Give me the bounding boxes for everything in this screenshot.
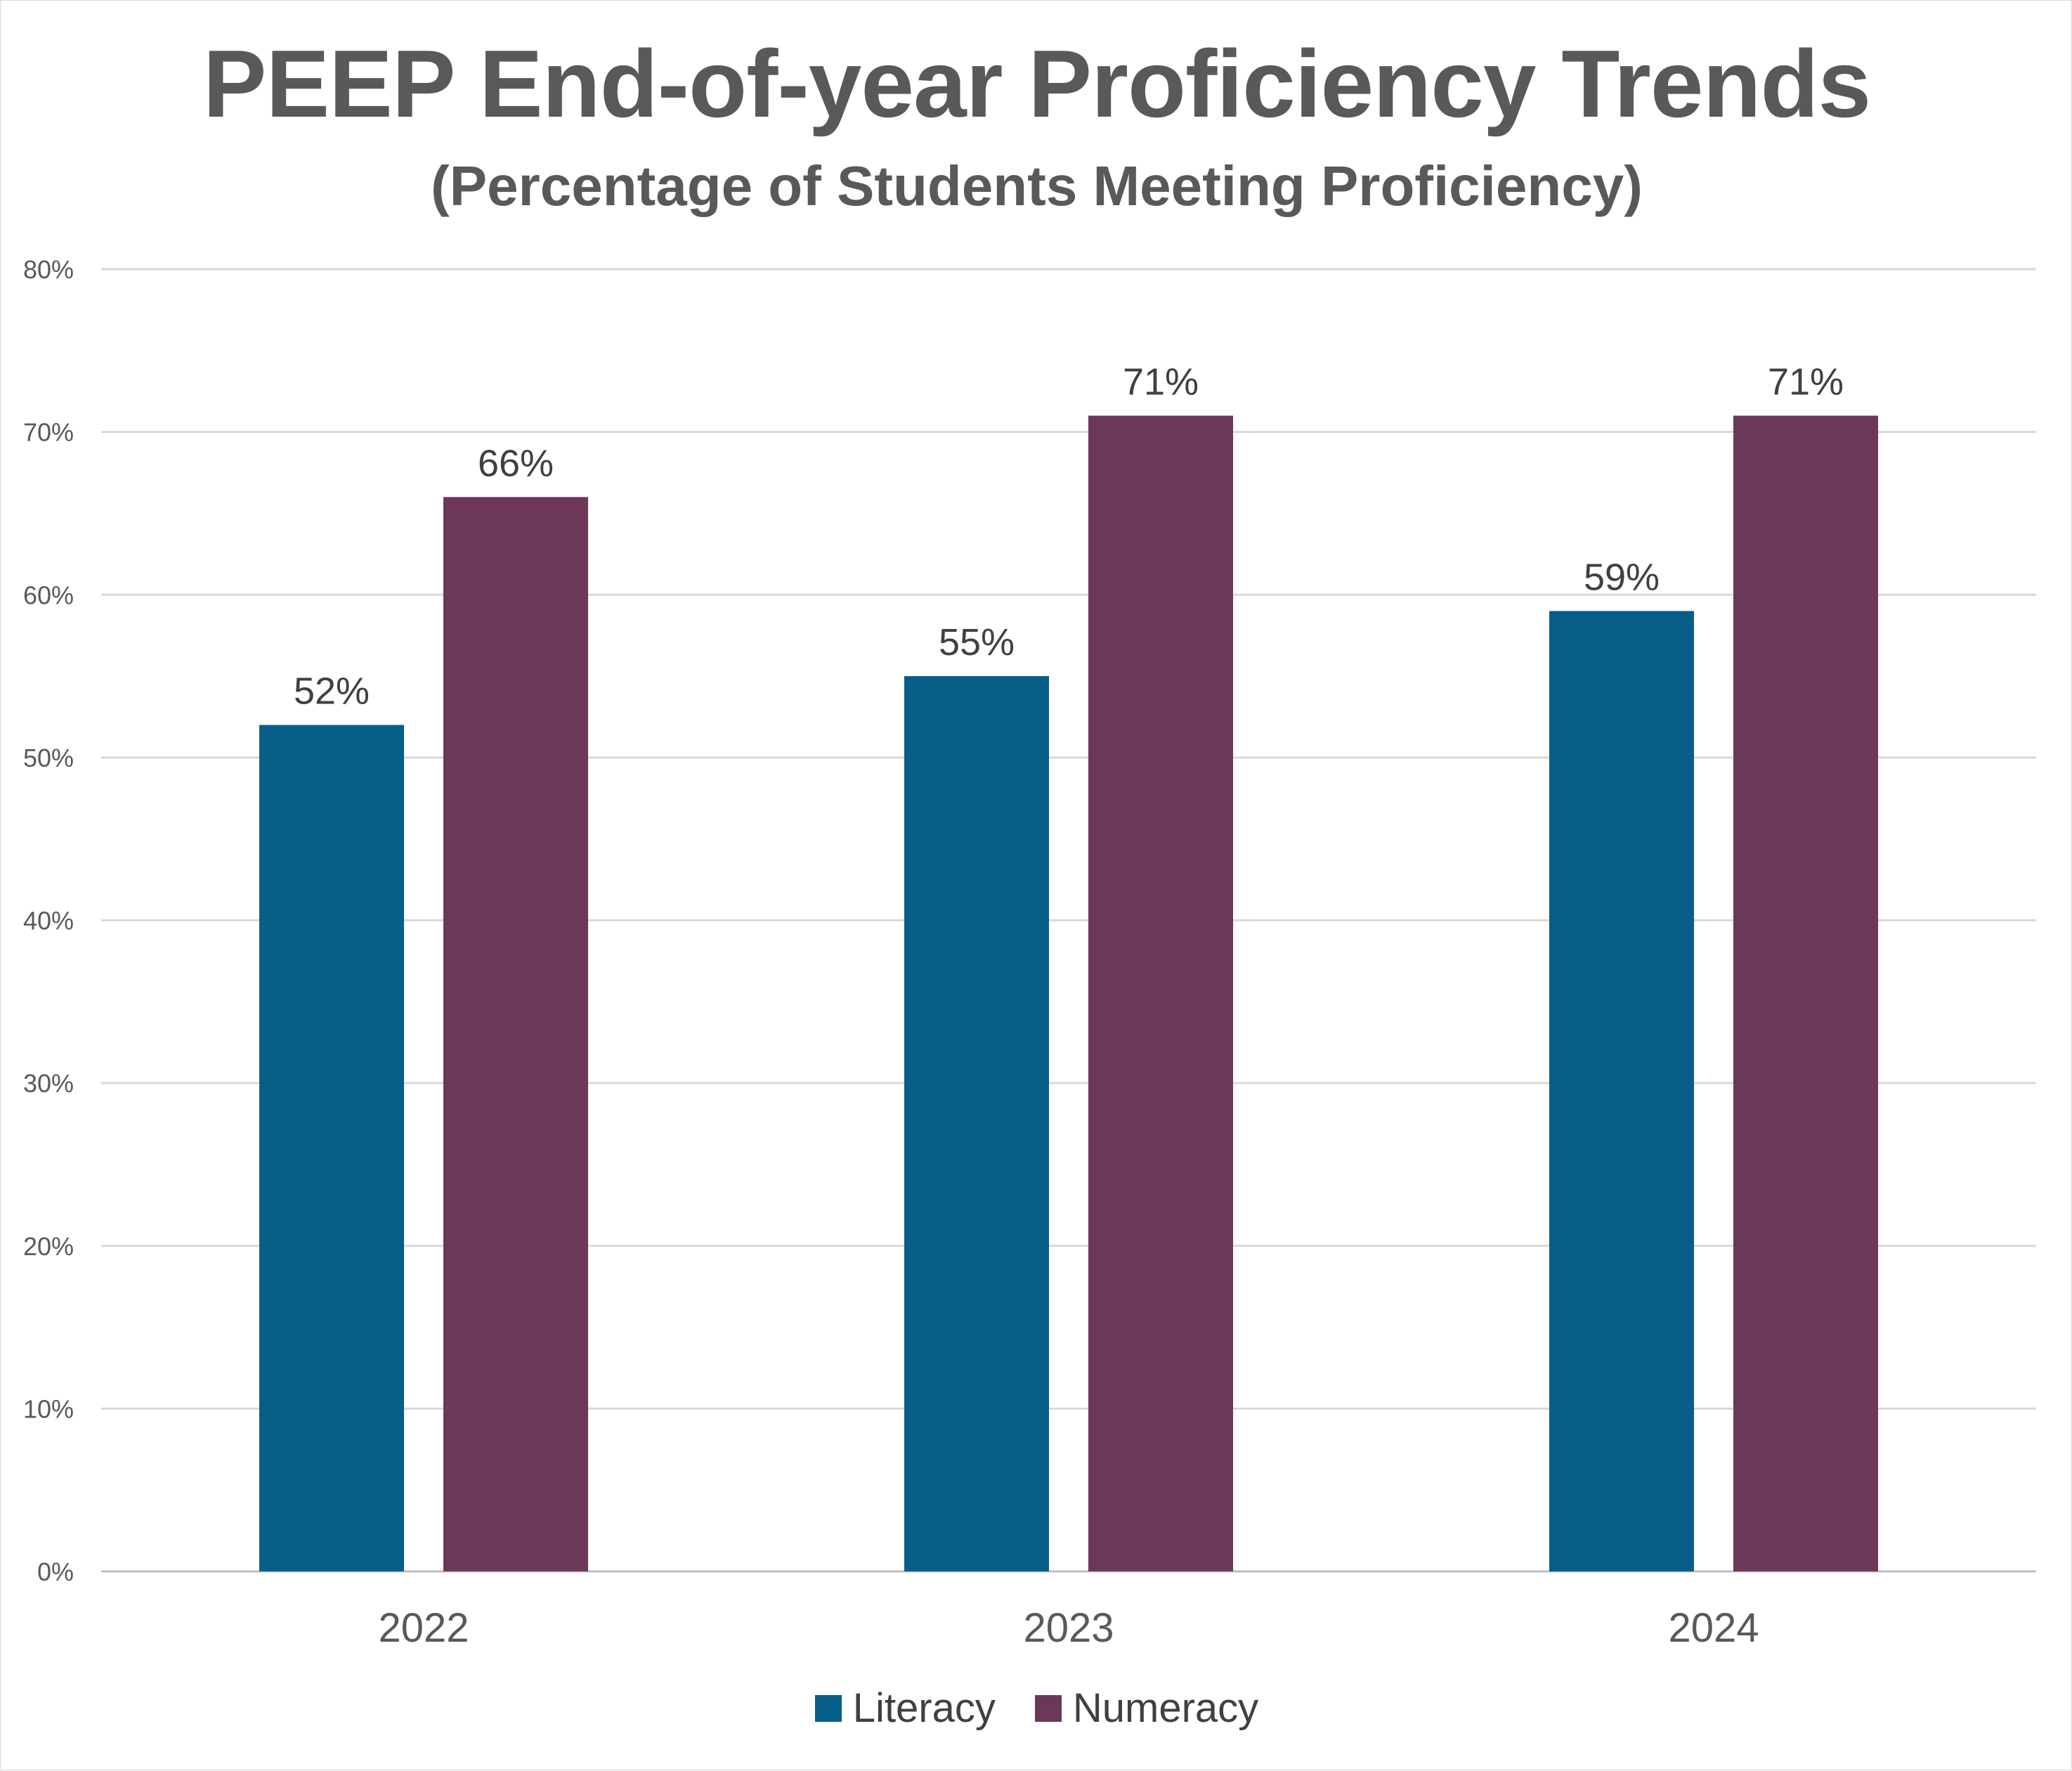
data-label: 66%: [478, 442, 554, 484]
y-tick-label: 80%: [23, 255, 74, 284]
data-label: 52%: [294, 670, 370, 713]
y-tick-label: 10%: [23, 1394, 74, 1423]
legend-label-literacy: Literacy: [852, 1685, 996, 1731]
y-tick-label: 40%: [23, 907, 74, 935]
legend-swatch-numeracy: [1034, 1694, 1062, 1722]
bar-numeracy-2024: [1733, 415, 1878, 1571]
legend-item-literacy: Literacy: [814, 1685, 996, 1732]
data-label: 71%: [1768, 361, 1844, 403]
bar-numeracy-2022: [443, 497, 588, 1571]
y-tick-label: 60%: [23, 580, 74, 609]
bar-literacy-2024: [1549, 611, 1694, 1571]
bar-literacy-2023: [904, 676, 1049, 1571]
y-tick-label: 20%: [23, 1232, 74, 1261]
legend-swatch-literacy: [814, 1694, 842, 1722]
bar-literacy-2022: [259, 725, 404, 1571]
chart-subtitle: (Percentage of Students Meeting Proficie…: [431, 155, 1643, 217]
legend-item-numeracy: Numeracy: [1034, 1685, 1259, 1732]
legend: Literacy Numeracy: [1, 1685, 2072, 1732]
y-tick-label: 0%: [37, 1557, 74, 1586]
x-tick-label: 2023: [1023, 1605, 1114, 1651]
data-label: 59%: [1584, 556, 1660, 598]
x-tick-label: 2022: [378, 1605, 469, 1651]
chart-title: PEEP End-of-year Proficiency Trends: [202, 30, 1872, 137]
data-label: 55%: [939, 621, 1015, 663]
data-label: 71%: [1123, 361, 1199, 403]
y-tick-label: 30%: [23, 1069, 74, 1098]
x-tick-label: 2024: [1668, 1605, 1759, 1651]
y-tick-label: 50%: [23, 744, 74, 772]
legend-label-numeracy: Numeracy: [1072, 1685, 1259, 1731]
y-tick-label: 70%: [23, 418, 74, 447]
bar-numeracy-2023: [1088, 415, 1233, 1571]
